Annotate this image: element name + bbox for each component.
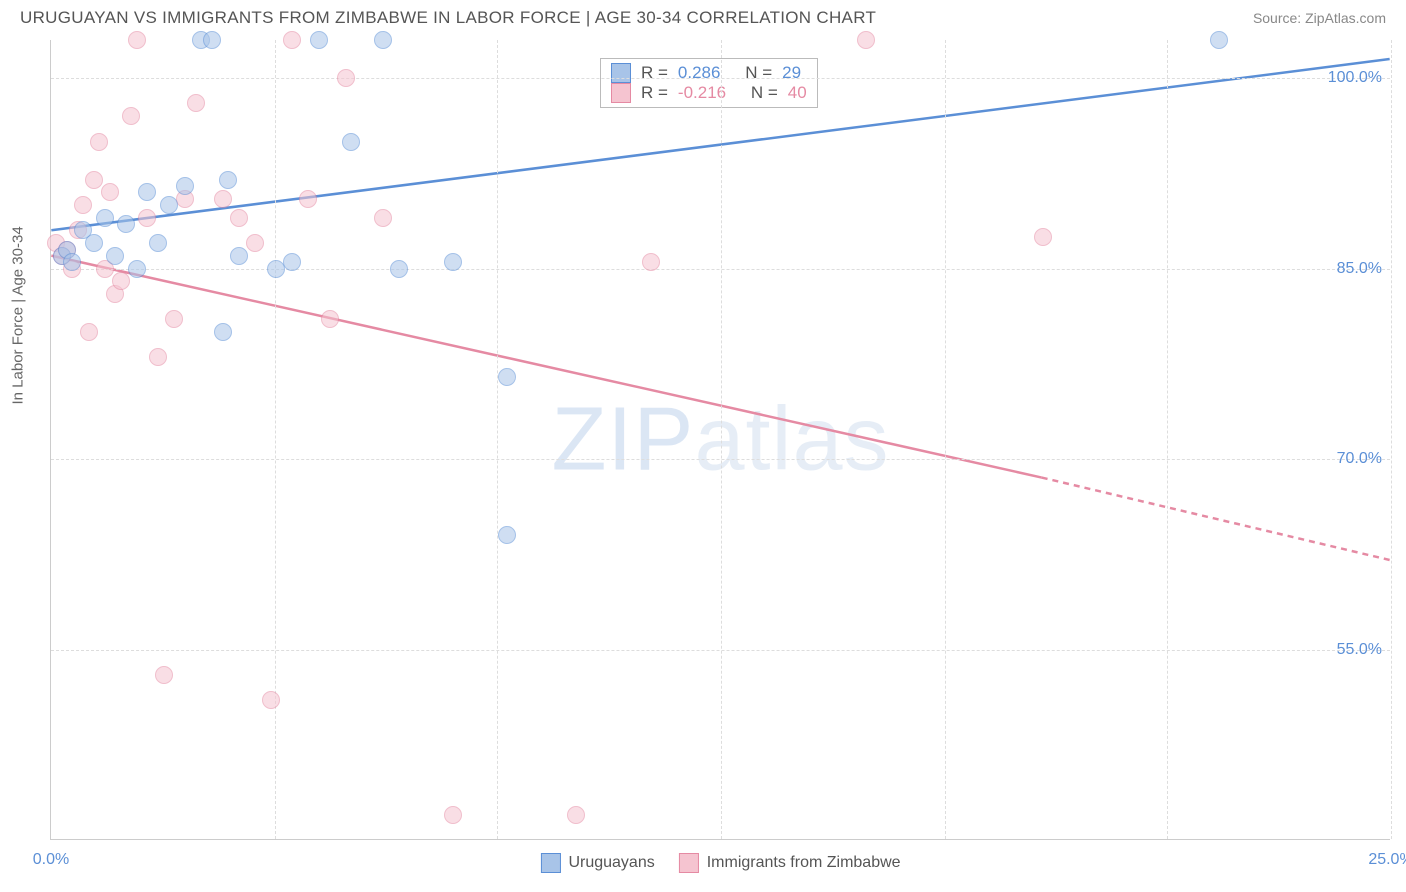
chart-title: URUGUAYAN VS IMMIGRANTS FROM ZIMBABWE IN… <box>20 8 876 28</box>
data-point <box>176 177 194 195</box>
x-tick-label: 25.0% <box>1368 851 1406 869</box>
data-point <box>80 323 98 341</box>
gridline-v <box>721 40 722 839</box>
r-value-blue: 0.286 <box>678 63 721 83</box>
data-point <box>214 190 232 208</box>
data-point <box>165 310 183 328</box>
data-point <box>203 31 221 49</box>
legend-row-pink: R = -0.216 N = 40 <box>611 83 807 103</box>
data-point <box>857 31 875 49</box>
correlation-legend: R = 0.286 N = 29 R = -0.216 N = 40 <box>600 58 818 108</box>
n-value-pink: 40 <box>788 83 807 103</box>
gridline-v <box>1167 40 1168 839</box>
data-point <box>444 253 462 271</box>
swatch-icon <box>540 853 560 873</box>
data-point <box>230 247 248 265</box>
data-point <box>160 196 178 214</box>
y-tick-label: 100.0% <box>1328 69 1382 87</box>
data-point <box>498 368 516 386</box>
data-point <box>444 806 462 824</box>
data-point <box>219 171 237 189</box>
data-point <box>85 171 103 189</box>
data-point <box>262 691 280 709</box>
n-value-blue: 29 <box>782 63 801 83</box>
data-point <box>122 107 140 125</box>
gridline-v <box>275 40 276 839</box>
y-axis-label: In Labor Force | Age 30-34 <box>10 226 27 404</box>
swatch-icon <box>679 853 699 873</box>
data-point <box>498 526 516 544</box>
data-point <box>310 31 328 49</box>
data-point <box>321 310 339 328</box>
data-point <box>390 260 408 278</box>
data-point <box>283 31 301 49</box>
data-point <box>117 215 135 233</box>
data-point <box>342 133 360 151</box>
legend-row-blue: R = 0.286 N = 29 <box>611 63 807 83</box>
data-point <box>106 247 124 265</box>
data-point <box>214 323 232 341</box>
gridline-v <box>1391 40 1392 839</box>
series-legend: Uruguayans Immigrants from Zimbabwe <box>540 853 900 873</box>
data-point <box>337 69 355 87</box>
gridline-v <box>945 40 946 839</box>
data-point <box>642 253 660 271</box>
data-point <box>567 806 585 824</box>
swatch-icon <box>611 63 631 83</box>
data-point <box>149 348 167 366</box>
data-point <box>85 234 103 252</box>
r-value-pink: -0.216 <box>678 83 726 103</box>
data-point <box>149 234 167 252</box>
data-point <box>374 209 392 227</box>
data-point <box>1210 31 1228 49</box>
gridline-v <box>497 40 498 839</box>
x-tick-label: 0.0% <box>33 851 69 869</box>
data-point <box>374 31 392 49</box>
data-point <box>63 253 81 271</box>
data-point <box>90 133 108 151</box>
data-point <box>1034 228 1052 246</box>
data-point <box>138 183 156 201</box>
data-point <box>138 209 156 227</box>
data-point <box>74 196 92 214</box>
data-point <box>246 234 264 252</box>
data-point <box>101 183 119 201</box>
legend-item-pink: Immigrants from Zimbabwe <box>679 853 901 873</box>
data-point <box>283 253 301 271</box>
y-tick-label: 85.0% <box>1337 260 1382 278</box>
data-point <box>112 272 130 290</box>
legend-item-blue: Uruguayans <box>540 853 654 873</box>
data-point <box>96 209 114 227</box>
data-point <box>128 31 146 49</box>
data-point <box>187 94 205 112</box>
y-tick-label: 70.0% <box>1337 450 1382 468</box>
source-attribution: Source: ZipAtlas.com <box>1253 10 1386 26</box>
scatter-chart: ZIPatlas R = 0.286 N = 29 R = -0.216 N =… <box>50 40 1390 840</box>
data-point <box>155 666 173 684</box>
data-point <box>230 209 248 227</box>
data-point <box>299 190 317 208</box>
swatch-icon <box>611 83 631 103</box>
data-point <box>128 260 146 278</box>
y-tick-label: 55.0% <box>1337 641 1382 659</box>
